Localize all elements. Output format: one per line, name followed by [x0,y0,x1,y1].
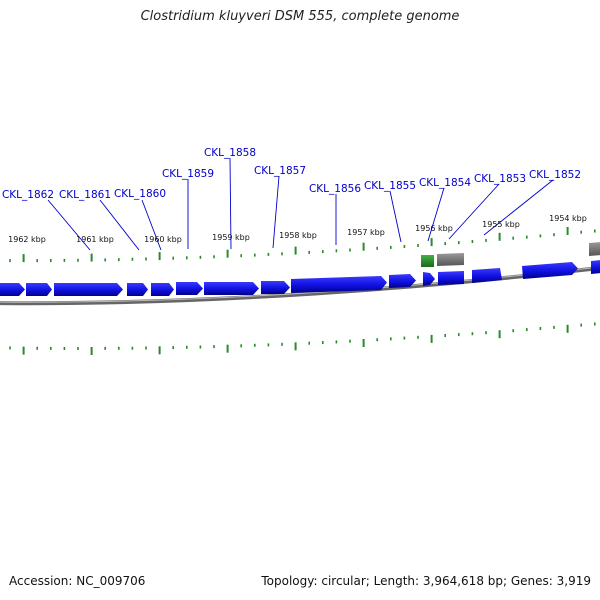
gene-arrow[interactable] [0,283,25,296]
outer-tick-marks [9,227,596,263]
gene-arrow[interactable] [423,272,435,286]
gene-arrow[interactable] [389,274,416,288]
connector-line [448,183,500,240]
connector-line [47,199,91,251]
gene-arrow[interactable] [176,282,203,295]
connector-line [427,187,445,242]
gene-label-ckl-1856[interactable]: CKL_1856 [309,183,361,195]
gene-labels: CKL_1862 CKL_1861 CKL_1860 CKL_1859 CKL_… [2,147,581,201]
connector-line [141,199,162,251]
gene-arrow[interactable] [54,283,123,296]
connector-line [229,157,232,250]
gene-label-ckl-1859[interactable]: CKL_1859 [162,168,214,180]
tick-label-1962: 1962 kbp [8,235,46,244]
gene-arrow[interactable] [127,283,148,296]
gene-arrow[interactable] [151,283,174,296]
gene-label-ckl-1862[interactable]: CKL_1862 [2,189,54,201]
genome-summary-text: Topology: circular; Length: 3,964,618 bp… [261,574,591,588]
tick-labels: 1962 kbp 1961 kbp 1960 kbp 1959 kbp 1958… [8,214,587,244]
gene-arrow[interactable] [438,271,464,285]
gene-features [0,242,600,296]
tick-label-1958: 1958 kbp [279,231,317,240]
gene-arrow[interactable] [261,281,290,294]
map-title: Clostridium kluyveri DSM 555, complete g… [140,9,460,24]
gene-arrow[interactable] [26,283,52,296]
gene-arrow[interactable] [472,268,502,283]
gene-label-ckl-1854[interactable]: CKL_1854 [419,177,471,189]
tick-label-1956: 1956 kbp [415,224,453,233]
other-feature[interactable] [437,253,464,266]
connector-line [389,190,402,243]
genome-backbone-highlight [0,266,600,303]
tick-label-1959: 1959 kbp [212,233,250,242]
accession-text: Accession: NC_009706 [9,574,146,588]
gene-label-ckl-1858[interactable]: CKL_1858 [204,147,256,159]
gene-label-ckl-1853[interactable]: CKL_1853 [474,173,526,185]
tick-label-1957: 1957 kbp [347,228,385,237]
rna-feature[interactable] [421,255,434,267]
gene-arrow[interactable] [291,276,387,293]
tick-label-1961: 1961 kbp [76,235,114,244]
label-connectors [47,157,554,251]
other-feature[interactable] [589,242,600,256]
gene-label-ckl-1852[interactable]: CKL_1852 [529,169,581,181]
gene-arrow[interactable] [204,282,259,295]
tick-label-1960: 1960 kbp [144,235,182,244]
gene-arrow[interactable] [522,262,578,279]
tick-label-1955: 1955 kbp [482,220,520,229]
gene-label-ckl-1861[interactable]: CKL_1861 [59,189,111,201]
gene-arrow[interactable] [591,260,600,274]
connector-line [272,175,280,249]
inner-tick-marks [9,322,596,355]
gene-label-ckl-1855[interactable]: CKL_1855 [364,180,416,192]
genome-backbone [0,266,600,306]
tick-label-1954: 1954 kbp [549,214,587,223]
connector-line [99,199,140,251]
gene-label-ckl-1860[interactable]: CKL_1860 [114,188,166,200]
connector-line [483,179,554,236]
gene-label-ckl-1857[interactable]: CKL_1857 [254,165,306,177]
